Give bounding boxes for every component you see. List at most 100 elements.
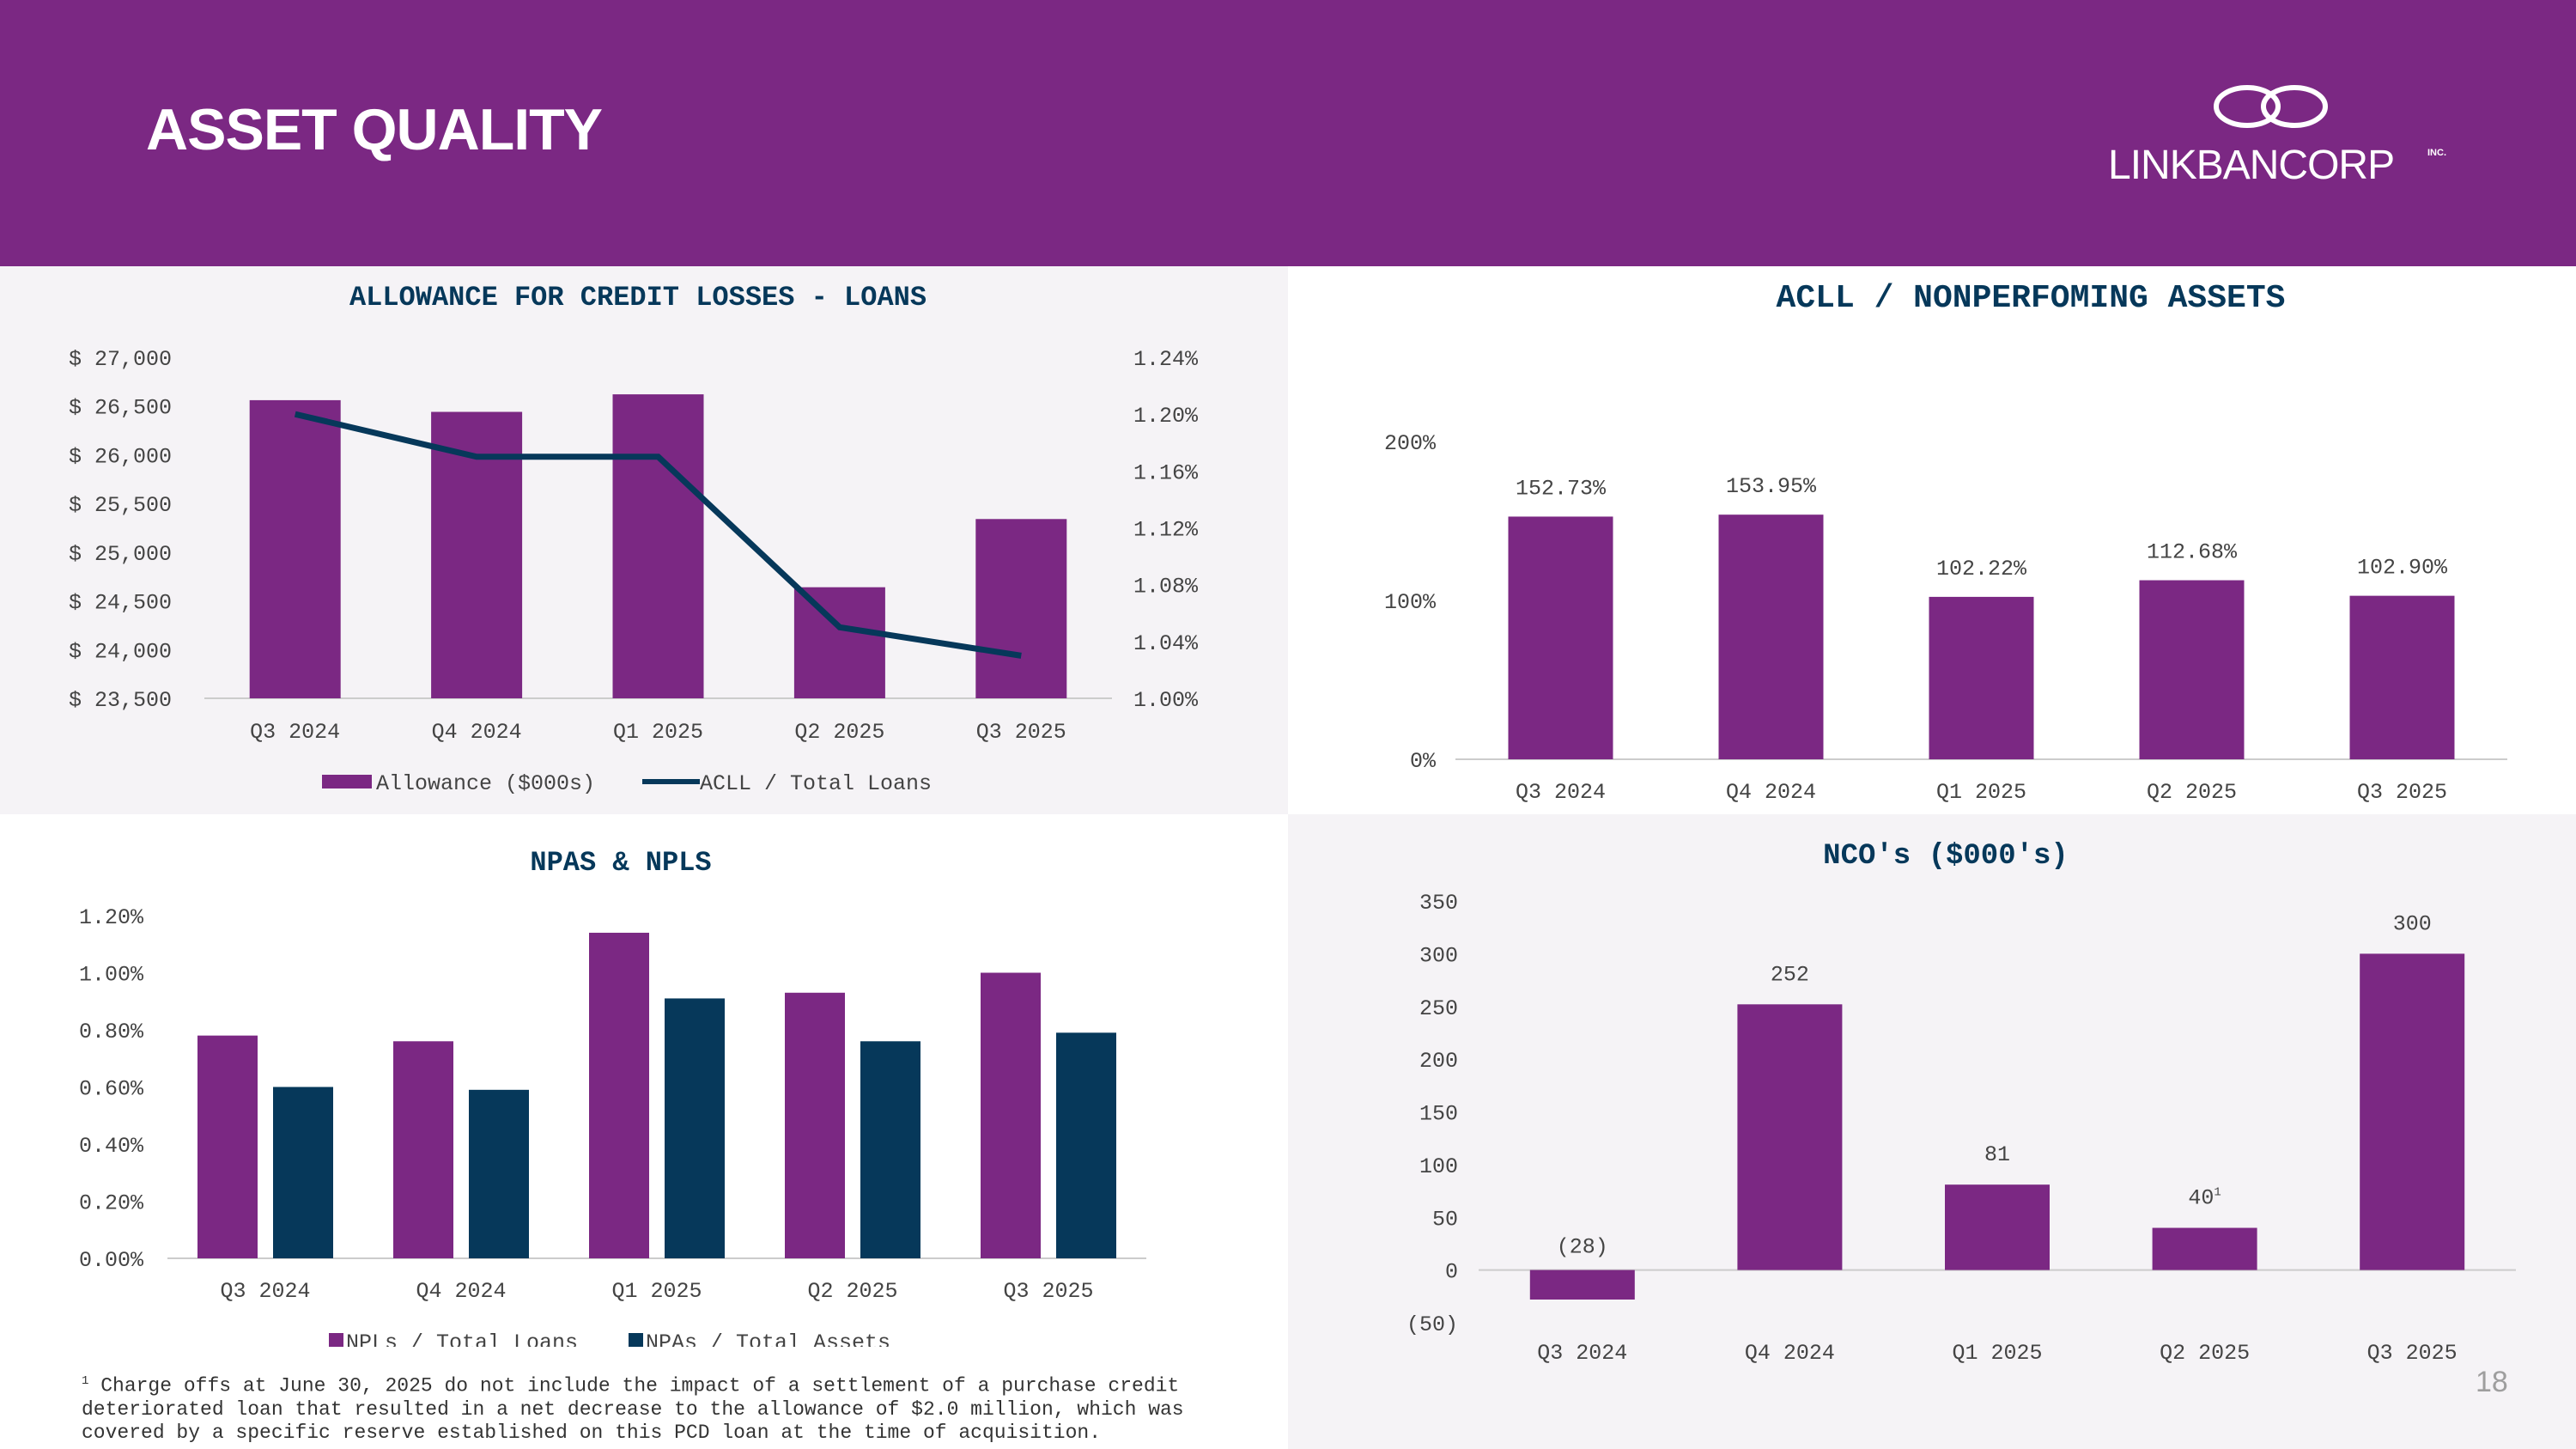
data-label-superscript: 1 bbox=[2214, 1186, 2221, 1200]
npa-bar bbox=[665, 998, 725, 1258]
legend-label-npl: NPLs / Total Loans bbox=[346, 1330, 578, 1347]
y-axis-tick: 1.00% bbox=[79, 963, 144, 988]
x-axis-label: Q1 2025 bbox=[1936, 780, 2026, 805]
left-axis-tick: $ 26,500 bbox=[69, 396, 172, 421]
data-label: 153.95% bbox=[1726, 474, 1817, 499]
y-axis-tick: 0% bbox=[1410, 749, 1437, 774]
y-axis-tick: 50 bbox=[1432, 1207, 1458, 1232]
x-axis-label: Q2 2025 bbox=[2160, 1341, 2250, 1366]
x-axis-label: Q2 2025 bbox=[794, 720, 884, 745]
x-axis-label: Q3 2024 bbox=[250, 720, 340, 745]
data-label: 102.90% bbox=[2357, 556, 2448, 581]
chart-title: NPAS & NPLS bbox=[530, 847, 711, 879]
chart-title: ALLOWANCE FOR CREDIT LOSSES - LOANS bbox=[349, 282, 927, 314]
left-axis-tick: $ 25,500 bbox=[69, 493, 172, 518]
y-axis-tick: (50) bbox=[1406, 1312, 1458, 1337]
footnote-text: Charge offs at June 30, 2025 do not incl… bbox=[82, 1374, 1184, 1444]
x-axis-label: Q3 2024 bbox=[1516, 780, 1606, 805]
header-bar bbox=[0, 0, 2576, 266]
x-axis-label: Q4 2024 bbox=[1726, 780, 1816, 805]
x-axis-label: Q1 2025 bbox=[613, 720, 703, 745]
allowance-bar bbox=[612, 394, 704, 698]
x-axis-label: Q1 2025 bbox=[1952, 1341, 2042, 1366]
x-axis-label: Q4 2024 bbox=[432, 720, 522, 745]
chart-title: NCO's ($000's) bbox=[1823, 840, 2069, 873]
npa-bar bbox=[469, 1089, 529, 1258]
data-label: 81 bbox=[1984, 1142, 2010, 1167]
left-axis-tick: $ 24,000 bbox=[69, 639, 172, 664]
company-logo: LINKBANCORP INC. bbox=[2108, 82, 2469, 193]
legend-label-allowance: Allowance ($000s) bbox=[376, 771, 595, 796]
allowance-bar bbox=[975, 519, 1067, 698]
x-axis-label: Q3 2025 bbox=[1003, 1279, 1093, 1304]
data-label: 112.68% bbox=[2147, 540, 2238, 565]
nco-bar bbox=[2360, 953, 2465, 1270]
y-axis-tick: 0.00% bbox=[79, 1248, 144, 1273]
y-axis-tick: 200 bbox=[1419, 1049, 1458, 1074]
left-axis-tick: $ 25,000 bbox=[69, 542, 172, 567]
nco-chart-panel: NCO's ($000's) (50) 0 50 100 150 200 250 300 350 (… bbox=[1288, 814, 2576, 1449]
allowance-chart: ALLOWANCE FOR CREDIT LOSSES - LOANS $ 23,… bbox=[69, 282, 1199, 796]
y-axis-tick: 0.40% bbox=[79, 1134, 144, 1159]
legend-swatch-npl bbox=[329, 1333, 343, 1347]
x-axis-label: Q2 2025 bbox=[807, 1279, 897, 1304]
acll-npa-bar bbox=[2139, 580, 2245, 759]
acll-npa-chart-panel: ACLL / NONPERFOMING ASSETS 0% 100% 200% 152.… bbox=[1288, 266, 2576, 814]
nco-bar bbox=[1945, 1184, 2050, 1270]
legend-label-npa: NPAs / Total Assets bbox=[646, 1330, 890, 1347]
npa-bar bbox=[860, 1041, 920, 1258]
acll-npa-chart: ACLL / NONPERFOMING ASSETS 0% 100% 200% 152.… bbox=[1384, 280, 2507, 805]
npl-bar bbox=[981, 972, 1041, 1258]
x-axis-label: Q4 2024 bbox=[1745, 1341, 1835, 1366]
x-axis-label: Q3 2025 bbox=[2357, 780, 2447, 805]
page-number: 18 bbox=[2476, 1366, 2508, 1398]
data-label: 300 bbox=[2393, 911, 2432, 936]
y-axis-tick: 0 bbox=[1445, 1260, 1458, 1285]
npl-bar bbox=[589, 932, 649, 1258]
linked-rings-icon bbox=[2214, 85, 2328, 128]
x-axis-label: Q2 2025 bbox=[2147, 780, 2237, 805]
allowance-bar bbox=[793, 587, 885, 698]
npl-bar bbox=[393, 1041, 453, 1258]
npl-bar bbox=[197, 1035, 258, 1258]
allowance-bar bbox=[249, 399, 341, 698]
x-axis-label: Q3 2025 bbox=[2367, 1341, 2458, 1366]
data-label: 252 bbox=[1771, 962, 1809, 987]
acll-npa-bar bbox=[1508, 516, 1613, 759]
data-label: 152.73% bbox=[1516, 476, 1607, 501]
y-axis-tick: 1.20% bbox=[79, 905, 144, 930]
left-axis-tick: $ 23,500 bbox=[69, 688, 172, 713]
right-axis-tick: 1.24% bbox=[1133, 347, 1199, 372]
y-axis-tick: 0.60% bbox=[79, 1077, 144, 1102]
left-axis-tick: $ 26,000 bbox=[69, 444, 172, 469]
y-axis-tick: 150 bbox=[1419, 1102, 1458, 1127]
y-axis-tick: 300 bbox=[1419, 943, 1458, 968]
right-axis-tick: 1.04% bbox=[1133, 631, 1199, 656]
npas-npls-chart-panel: NPAS & NPLS 0.00% 0.20% 0.40% 0.60% 0.80% 1.00… bbox=[0, 814, 1288, 1449]
acll-npa-bar bbox=[2349, 595, 2455, 759]
data-label: 401 bbox=[2188, 1186, 2221, 1211]
nco-bar bbox=[1529, 1269, 1635, 1300]
data-label: 102.22% bbox=[1936, 557, 2027, 581]
y-axis-tick: 100 bbox=[1419, 1154, 1458, 1179]
y-axis-tick: 0.20% bbox=[79, 1191, 144, 1216]
x-axis-label: Q3 2024 bbox=[220, 1279, 310, 1304]
acll-npa-bar bbox=[1718, 514, 1824, 759]
right-axis-tick: 1.12% bbox=[1133, 518, 1199, 543]
chart-title: ACLL / NONPERFOMING ASSETS bbox=[1777, 280, 2286, 317]
x-axis-label: Q4 2024 bbox=[416, 1279, 506, 1304]
logo-inc: INC. bbox=[2427, 148, 2446, 158]
logo-wordmark: LINKBANCORP bbox=[2108, 143, 2395, 188]
y-axis-tick: 200% bbox=[1384, 431, 1437, 456]
right-axis-tick: 1.08% bbox=[1133, 575, 1199, 600]
y-axis-tick: 0.80% bbox=[79, 1020, 144, 1044]
y-axis-tick: 100% bbox=[1384, 590, 1437, 615]
npa-bar bbox=[1056, 1032, 1116, 1258]
nco-bar bbox=[2152, 1227, 2257, 1270]
legend-swatch-allowance bbox=[322, 775, 372, 788]
npas-npls-chart: NPAS & NPLS 0.00% 0.20% 0.40% 0.60% 0.80% 1.00… bbox=[79, 847, 1146, 1347]
acll-total-loans-line bbox=[294, 411, 1022, 659]
legend-label-acll: ACLL / Total Loans bbox=[700, 771, 932, 796]
data-label: (28) bbox=[1557, 1235, 1608, 1260]
left-axis-tick: $ 24,500 bbox=[69, 591, 172, 616]
